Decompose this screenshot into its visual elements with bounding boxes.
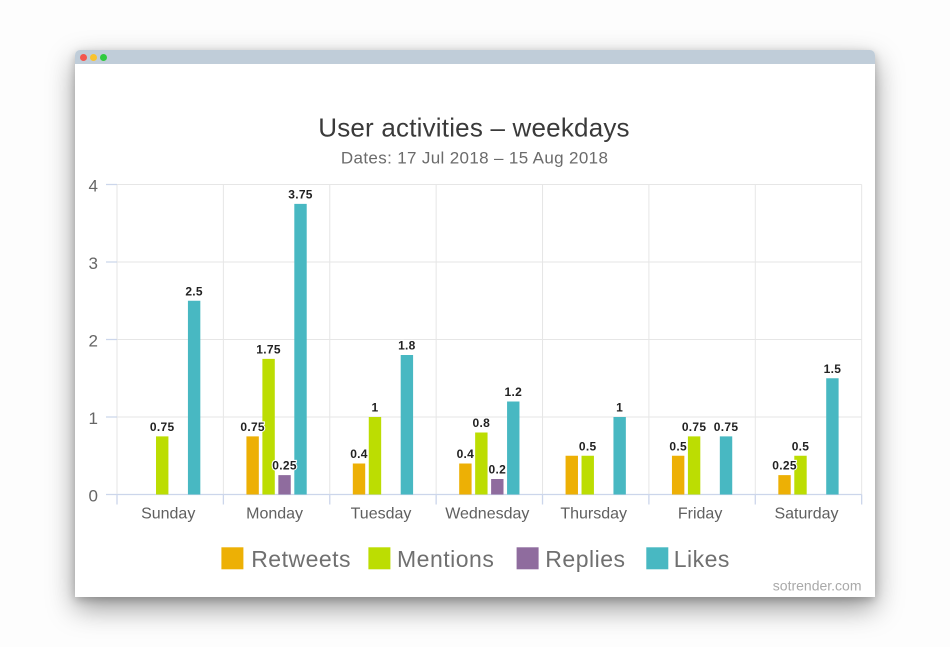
svg-text:sotrender.com: sotrender.com: [773, 578, 862, 594]
svg-text:Friday: Friday: [678, 506, 722, 523]
svg-text:3: 3: [89, 254, 98, 273]
svg-text:0.5: 0.5: [669, 439, 687, 453]
svg-text:0.2: 0.2: [489, 463, 507, 477]
svg-text:0.5: 0.5: [579, 439, 597, 453]
svg-text:User activities – weekdays: User activities – weekdays: [318, 113, 630, 143]
svg-text:0.5: 0.5: [792, 439, 810, 453]
svg-text:0.4: 0.4: [457, 447, 475, 461]
svg-text:0.25: 0.25: [272, 459, 297, 473]
svg-text:Mentions: Mentions: [397, 546, 494, 572]
svg-text:1.8: 1.8: [398, 339, 416, 353]
svg-text:0: 0: [89, 487, 98, 506]
svg-text:0.4: 0.4: [350, 447, 368, 461]
svg-text:3.75: 3.75: [288, 187, 313, 201]
svg-text:Saturday: Saturday: [774, 506, 838, 523]
svg-text:Replies: Replies: [545, 546, 625, 572]
svg-text:0.25: 0.25: [772, 459, 797, 473]
svg-text:Tuesday: Tuesday: [351, 506, 412, 523]
svg-text:Wednesday: Wednesday: [445, 506, 529, 523]
svg-text:Dates: 17 Jul 2018 – 15 Aug 20: Dates: 17 Jul 2018 – 15 Aug 2018: [341, 149, 608, 168]
svg-text:1: 1: [89, 409, 98, 428]
svg-text:Sunday: Sunday: [141, 506, 195, 523]
svg-text:Retweets: Retweets: [251, 546, 351, 572]
svg-text:1: 1: [616, 401, 623, 415]
svg-text:4: 4: [89, 177, 98, 196]
svg-text:Monday: Monday: [246, 506, 303, 523]
svg-text:0.75: 0.75: [240, 420, 265, 434]
svg-text:Thursday: Thursday: [560, 506, 627, 523]
svg-text:2.5: 2.5: [185, 284, 203, 298]
svg-text:Likes: Likes: [674, 546, 730, 572]
svg-text:0.75: 0.75: [150, 420, 175, 434]
svg-text:1.2: 1.2: [504, 385, 522, 399]
svg-text:1: 1: [371, 401, 378, 415]
svg-text:0.75: 0.75: [682, 420, 707, 434]
svg-text:1.75: 1.75: [256, 342, 281, 356]
svg-text:2: 2: [89, 332, 98, 351]
svg-text:1.5: 1.5: [824, 362, 842, 376]
svg-text:0.75: 0.75: [714, 420, 739, 434]
svg-text:0.8: 0.8: [473, 416, 491, 430]
